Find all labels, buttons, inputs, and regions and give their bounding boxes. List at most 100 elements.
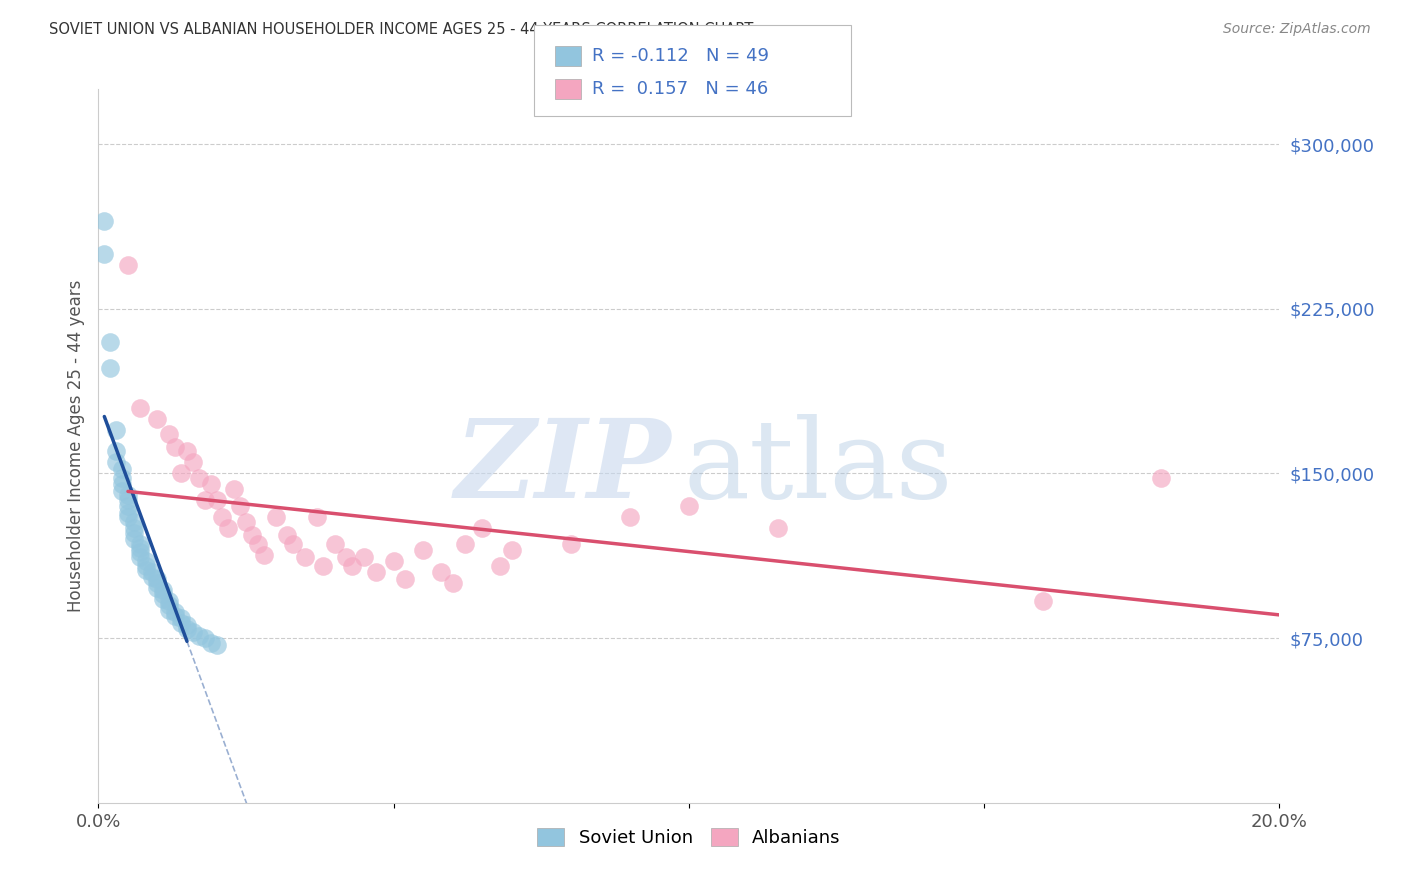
Point bbox=[1032, 594, 1054, 608]
Point bbox=[176, 618, 198, 632]
Point bbox=[128, 549, 150, 564]
Point bbox=[181, 624, 204, 639]
Point bbox=[560, 537, 582, 551]
Point bbox=[294, 549, 316, 564]
Point bbox=[235, 515, 257, 529]
Point bbox=[122, 515, 145, 529]
Point bbox=[157, 598, 180, 612]
Point bbox=[105, 444, 128, 458]
Point bbox=[152, 582, 174, 597]
Point bbox=[135, 554, 157, 568]
Point bbox=[93, 247, 115, 261]
Point bbox=[394, 572, 416, 586]
Point bbox=[217, 521, 239, 535]
Text: R =  0.157   N = 46: R = 0.157 N = 46 bbox=[592, 80, 768, 98]
Point bbox=[146, 576, 169, 591]
Point bbox=[117, 506, 139, 520]
Legend: Soviet Union, Albanians: Soviet Union, Albanians bbox=[530, 821, 848, 855]
Point bbox=[157, 594, 180, 608]
Point bbox=[453, 537, 475, 551]
Text: R = -0.112   N = 49: R = -0.112 N = 49 bbox=[592, 47, 769, 65]
Y-axis label: Householder Income Ages 25 - 44 years: Householder Income Ages 25 - 44 years bbox=[66, 280, 84, 612]
Point bbox=[152, 591, 174, 606]
Point bbox=[117, 488, 139, 502]
Point bbox=[111, 483, 134, 498]
Point bbox=[146, 411, 169, 425]
Point bbox=[128, 545, 150, 559]
Text: atlas: atlas bbox=[683, 414, 953, 521]
Point bbox=[176, 444, 198, 458]
Point bbox=[619, 510, 641, 524]
Point bbox=[105, 455, 128, 469]
Point bbox=[205, 638, 228, 652]
Point bbox=[105, 423, 128, 437]
Point bbox=[264, 510, 287, 524]
Point bbox=[312, 558, 335, 573]
Point bbox=[187, 471, 209, 485]
Point bbox=[152, 587, 174, 601]
Point bbox=[111, 471, 134, 485]
Point bbox=[170, 611, 193, 625]
Point bbox=[165, 440, 187, 454]
Point bbox=[111, 477, 134, 491]
Point bbox=[93, 214, 115, 228]
Point bbox=[229, 500, 252, 514]
Point bbox=[117, 510, 139, 524]
Point bbox=[128, 541, 150, 555]
Point bbox=[135, 563, 157, 577]
Point bbox=[157, 602, 180, 616]
Point bbox=[122, 525, 145, 540]
Point bbox=[471, 521, 494, 535]
Point bbox=[117, 500, 139, 514]
Point bbox=[200, 477, 222, 491]
Text: SOVIET UNION VS ALBANIAN HOUSEHOLDER INCOME AGES 25 - 44 YEARS CORRELATION CHART: SOVIET UNION VS ALBANIAN HOUSEHOLDER INC… bbox=[49, 22, 754, 37]
Point bbox=[211, 510, 233, 524]
Point bbox=[128, 537, 150, 551]
Point bbox=[240, 528, 263, 542]
Point bbox=[111, 462, 134, 476]
Point bbox=[122, 533, 145, 547]
Point bbox=[412, 543, 434, 558]
Point bbox=[128, 401, 150, 415]
Point bbox=[200, 635, 222, 649]
Point bbox=[135, 558, 157, 573]
Point bbox=[170, 467, 193, 481]
Point bbox=[678, 500, 700, 514]
Point bbox=[335, 549, 357, 564]
Point bbox=[146, 572, 169, 586]
Point bbox=[122, 521, 145, 535]
Point bbox=[1150, 471, 1173, 485]
Point bbox=[98, 334, 121, 349]
Point bbox=[364, 566, 387, 580]
Point bbox=[141, 566, 163, 580]
Point bbox=[165, 605, 187, 619]
Point bbox=[170, 615, 193, 630]
Point bbox=[246, 537, 269, 551]
Point bbox=[224, 482, 246, 496]
Point bbox=[441, 576, 464, 591]
Point bbox=[283, 537, 305, 551]
Point bbox=[98, 361, 121, 376]
Point bbox=[146, 581, 169, 595]
Text: Source: ZipAtlas.com: Source: ZipAtlas.com bbox=[1223, 22, 1371, 37]
Point bbox=[194, 492, 217, 507]
Point bbox=[501, 543, 523, 558]
Point bbox=[253, 548, 276, 562]
Point bbox=[205, 492, 228, 507]
Point bbox=[305, 510, 328, 524]
Point bbox=[165, 609, 187, 624]
Point bbox=[489, 558, 512, 573]
Point bbox=[430, 566, 453, 580]
Point bbox=[342, 558, 364, 573]
Point bbox=[194, 631, 217, 645]
Point bbox=[323, 537, 346, 551]
Point bbox=[141, 569, 163, 583]
Point bbox=[382, 554, 405, 568]
Point bbox=[117, 258, 139, 272]
Point bbox=[766, 521, 789, 535]
Text: ZIP: ZIP bbox=[454, 414, 671, 521]
Point bbox=[117, 492, 139, 507]
Point bbox=[181, 455, 204, 469]
Point bbox=[187, 629, 209, 643]
Point bbox=[176, 623, 198, 637]
